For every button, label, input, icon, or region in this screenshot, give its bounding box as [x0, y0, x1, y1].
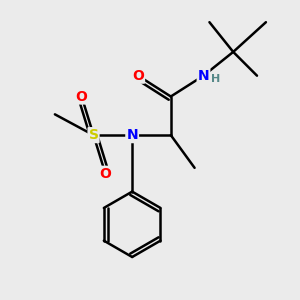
Text: N: N	[126, 128, 138, 142]
Text: O: O	[100, 167, 111, 181]
Text: H: H	[211, 74, 220, 84]
Text: S: S	[88, 128, 98, 142]
Text: N: N	[198, 69, 209, 83]
Text: O: O	[132, 69, 144, 83]
Text: O: O	[76, 89, 88, 103]
